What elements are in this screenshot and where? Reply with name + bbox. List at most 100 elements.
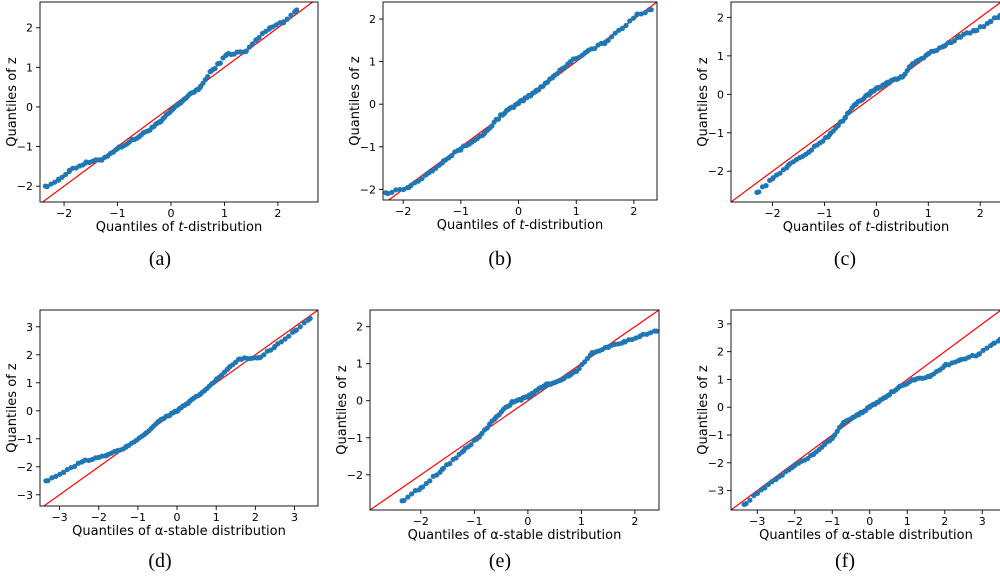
data-point: [282, 336, 288, 342]
data-point: [49, 475, 55, 481]
x-tick-label: −1: [824, 515, 840, 528]
y-tick-label: 1: [369, 56, 376, 69]
data-point: [389, 189, 395, 195]
data-point: [63, 171, 69, 178]
y-tick-label: 0: [26, 405, 33, 418]
data-point: [205, 73, 211, 80]
data-point: [453, 455, 459, 461]
x-tick-label: 2: [631, 515, 638, 528]
y-tick-label: 0: [717, 401, 724, 414]
y-tick-label: 0: [717, 88, 724, 101]
data-point: [765, 481, 772, 488]
data-point: [743, 501, 749, 507]
x-tick-label: 2: [630, 205, 637, 218]
x-axis-label: Quantiles of α-stable distribution: [759, 528, 973, 543]
y-tick-label: −2: [17, 180, 33, 193]
data-point: [619, 25, 625, 31]
data-point: [419, 176, 425, 182]
axes-frame: [382, 1, 658, 201]
data-points: [399, 328, 659, 504]
data-point: [280, 20, 287, 26]
y-tick-label: 1: [717, 50, 724, 63]
y-tick-label: 1: [26, 61, 33, 74]
data-point: [459, 449, 465, 455]
y-tick-label: 2: [717, 11, 724, 24]
y-tick-label: −2: [347, 469, 363, 482]
x-tick-label: −2: [787, 515, 803, 528]
x-tick-label: 2: [252, 511, 259, 524]
data-point: [605, 37, 611, 43]
qq-panel-d: −3 −2 −1 0 1 2 3 −3 −2 −1 0 1 2 3 Quantiles of α-stabl…: [5, 309, 319, 572]
data-point: [59, 174, 65, 180]
panel-caption: (b): [488, 248, 511, 270]
data-point: [984, 345, 990, 351]
y-tick-label: 0: [356, 395, 363, 408]
data-point: [995, 14, 1000, 21]
axes-frame: [39, 1, 319, 203]
x-tick-label: −1: [466, 515, 482, 528]
y-tick-label: −2: [360, 183, 376, 196]
y-tick-label: −2: [708, 457, 724, 470]
data-point: [80, 162, 86, 168]
data-point: [489, 123, 495, 129]
data-point: [951, 38, 957, 44]
data-point: [243, 48, 249, 54]
data-point: [440, 465, 446, 471]
y-tick-label: 1: [356, 358, 363, 371]
data-point: [584, 355, 591, 362]
data-point: [623, 22, 629, 29]
axes-frame: [730, 309, 1000, 511]
x-tick-label: 3: [291, 511, 298, 524]
data-point: [651, 328, 657, 334]
data-point: [767, 177, 773, 183]
qq-panel-c: −2 −1 0 1 2 −2 −1 0 1 2 Quantiles of t-distributio…: [696, 1, 1000, 270]
x-tick-label: 1: [904, 515, 911, 528]
y-tick-label: −3: [708, 485, 724, 498]
y-tick-label: 0: [26, 101, 33, 114]
data-point: [634, 11, 640, 17]
y-tick-label: 3: [26, 321, 33, 334]
data-point: [612, 30, 618, 36]
y-tick-label: 0: [369, 98, 376, 111]
data-point: [747, 497, 753, 503]
data-point: [576, 365, 582, 372]
data-point: [630, 15, 637, 21]
data-point: [305, 317, 311, 323]
x-tick-label: 0: [167, 207, 174, 220]
x-tick-label: 3: [979, 515, 986, 528]
data-point: [385, 190, 391, 197]
axes-frame: [39, 309, 319, 507]
y-tick-label: −2: [17, 461, 33, 474]
x-tick-label: −1: [109, 207, 125, 220]
data-point: [212, 65, 218, 72]
x-tick-label: 1: [578, 515, 585, 528]
y-axis-label: Quantiles of z: [5, 57, 20, 147]
data-point: [640, 331, 646, 337]
panel-caption: (e): [489, 550, 511, 572]
data-point: [763, 183, 769, 189]
data-point: [756, 189, 762, 195]
x-tick-label: −2: [56, 207, 72, 220]
x-tick-label: 1: [213, 511, 220, 524]
x-tick-label: 0: [174, 511, 181, 524]
x-tick-label: −2: [91, 511, 107, 524]
reference-line: [370, 310, 659, 510]
data-point: [981, 24, 987, 30]
qq-panel-f: −3 −2 −1 0 1 2 3 −3 −2 −1 0 1 2 3 Quantiles of α-stabl…: [696, 309, 1000, 572]
y-axis-label: Quantiles of z: [348, 56, 363, 146]
y-tick-label: 2: [356, 321, 363, 334]
y-tick-label: 3: [717, 318, 724, 331]
data-point: [777, 170, 783, 176]
panel-caption: (a): [149, 248, 171, 270]
data-point: [401, 497, 407, 504]
y-tick-label: −1: [708, 429, 724, 442]
data-point: [484, 425, 490, 431]
data-point: [289, 329, 296, 335]
y-tick-label: −1: [708, 127, 724, 140]
y-tick-label: −3: [17, 489, 33, 502]
x-axis-label: Quantiles of t-distribution: [783, 220, 949, 235]
reference-line: [731, 2, 1000, 202]
data-point: [835, 122, 841, 129]
data-point: [53, 473, 59, 480]
data-point: [433, 165, 439, 171]
